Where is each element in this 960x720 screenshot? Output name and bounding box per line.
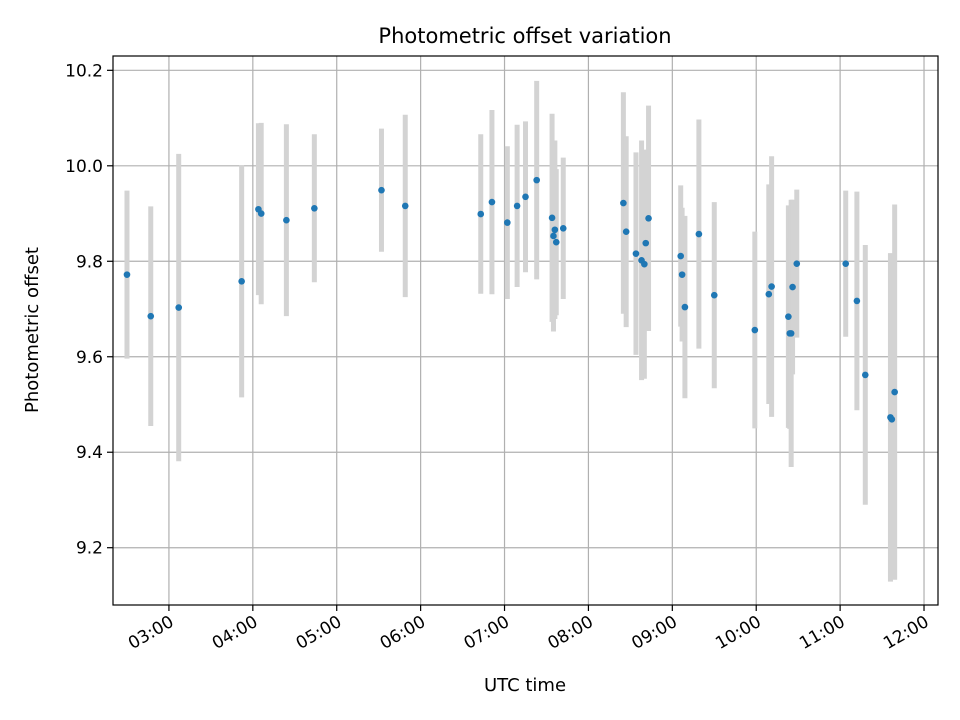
y-axis-ticks: 9.2 9.4 9.6 9.8 10.0 10.2: [65, 61, 113, 559]
data-point: [311, 204, 318, 212]
data-point: [710, 291, 718, 299]
data-point: [147, 312, 155, 320]
y-tick-label: 9.2: [76, 539, 103, 559]
data-point: [768, 283, 775, 290]
plot-frame: [112, 55, 939, 606]
data-point: [891, 388, 898, 396]
data-point: [548, 214, 556, 222]
data-point: [551, 226, 559, 234]
y-axis-label: Photometric offset: [22, 247, 43, 413]
y-tick-label: 9.4: [76, 443, 103, 463]
data-point: [645, 215, 652, 222]
data-point: [793, 260, 801, 267]
data-point: [257, 210, 265, 217]
data-point: [853, 297, 861, 305]
data-point: [789, 283, 796, 291]
data-point: [861, 371, 869, 379]
data-points: [123, 176, 898, 423]
data-point: [513, 202, 521, 210]
data-point: [488, 198, 496, 206]
data-point: [238, 278, 245, 285]
data-point: [888, 415, 896, 423]
data-point: [378, 186, 385, 194]
data-point: [477, 210, 485, 218]
data-point: [681, 303, 689, 311]
data-point: [695, 230, 703, 238]
data-point: [401, 202, 409, 210]
data-point: [175, 304, 183, 311]
data-point: [552, 238, 560, 246]
chart-title: Photometric offset variation: [378, 24, 671, 48]
data-point: [678, 271, 686, 278]
data-point: [123, 271, 131, 278]
data-point: [620, 199, 627, 207]
data-point: [842, 260, 850, 267]
x-axis-label: UTC time: [484, 675, 566, 696]
y-tick-label: 10.2: [65, 61, 103, 81]
data-point: [641, 260, 648, 268]
data-point: [522, 193, 529, 201]
data-point: [559, 225, 567, 232]
data-point: [550, 232, 557, 240]
data-point: [622, 228, 630, 235]
y-tick-label: 10.0: [65, 157, 103, 177]
data-point: [677, 252, 685, 260]
data-point: [751, 326, 759, 334]
data-point: [787, 330, 795, 337]
data-point: [785, 313, 792, 320]
data-point: [283, 216, 290, 224]
y-tick-label: 9.6: [76, 348, 103, 368]
data-point: [504, 219, 511, 226]
y-tick-label: 9.8: [76, 252, 103, 272]
data-point: [765, 290, 773, 298]
data-point: [533, 176, 540, 184]
data-point: [642, 239, 650, 247]
data-point: [632, 250, 640, 257]
